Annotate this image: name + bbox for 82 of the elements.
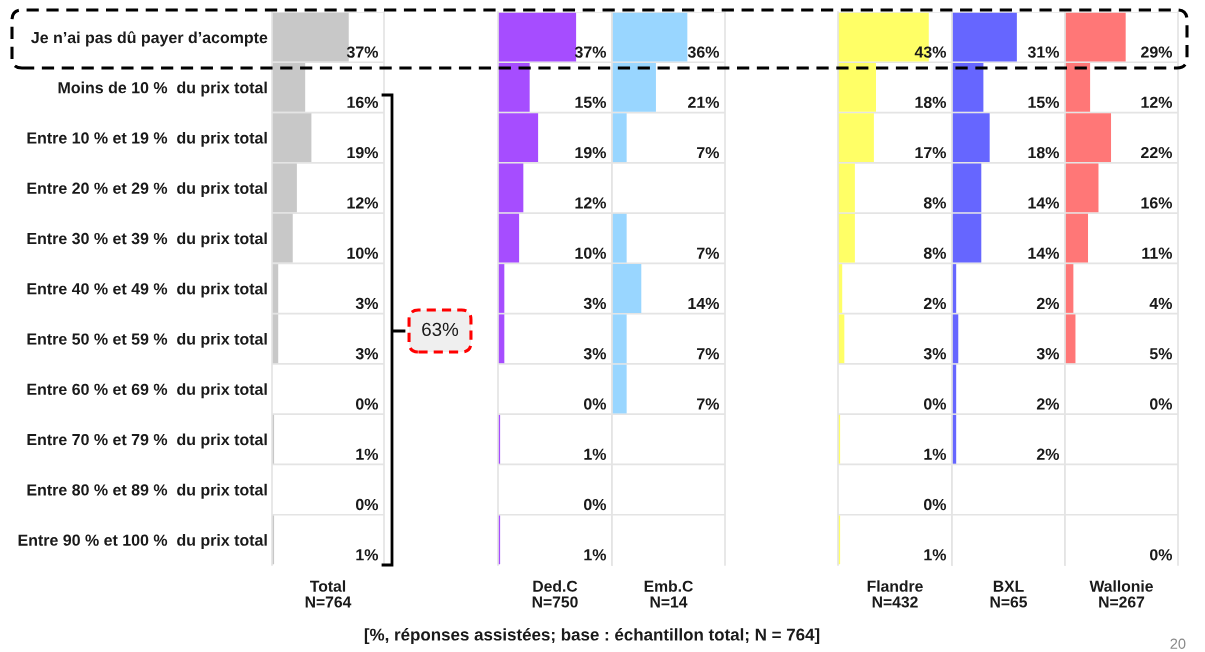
- text: [%, réponses assistées; base : échantillon total; N = 764]: [364, 628, 820, 644]
- data-label: 14%: [688, 297, 720, 310]
- data-label: 12%: [575, 197, 607, 209]
- data-label: 1%: [924, 448, 947, 460]
- data-label: 0%: [1149, 398, 1173, 410]
- data-label: 0%: [355, 398, 379, 410]
- bar: [498, 163, 524, 213]
- data-label: 0%: [1149, 549, 1173, 561]
- data-label: 7%: [697, 348, 720, 360]
- data-label: 3%: [355, 348, 379, 360]
- data-label: 0%: [583, 398, 607, 410]
- text: 20: [1170, 638, 1186, 649]
- data-label: 17%: [915, 147, 947, 159]
- data-label: 14%: [1028, 197, 1060, 209]
- text: 63%: [422, 322, 459, 337]
- data-label: 7%: [697, 247, 720, 259]
- data-label: 0%: [583, 498, 607, 511]
- data-label: 8%: [923, 247, 947, 259]
- y-tick-label: Entre 20 % et 29 % du prix total: [27, 182, 267, 198]
- data-label: 15%: [575, 96, 607, 108]
- y-tick-label: Je n’ai pas dû payer d’acompte: [31, 31, 268, 47]
- y-tick-label: Entre 60 % et 69 % du prix total: [27, 383, 267, 399]
- y-tick-label: Entre 40 % et 49 % du prix total: [27, 282, 267, 298]
- data-label: 16%: [1141, 197, 1173, 209]
- data-label: 21%: [688, 96, 720, 108]
- data-label: 2%: [923, 297, 947, 310]
- data-label: 0%: [923, 398, 947, 410]
- x-axis-title: Emb.C N=14: [644, 580, 693, 608]
- data-label: 2%: [1036, 297, 1060, 310]
- bar: [1065, 163, 1099, 213]
- y-tick-label: Entre 70 % et 79 % du prix total: [27, 433, 267, 449]
- x-axis-title: Total N=764: [305, 580, 352, 608]
- data-label: 16%: [347, 96, 379, 108]
- y-tick-label: Moins de 10 % du prix total: [58, 81, 267, 97]
- data-label: 1%: [584, 448, 607, 460]
- data-label: 12%: [347, 197, 379, 209]
- data-label: 3%: [583, 297, 607, 310]
- bar: [952, 163, 982, 213]
- y-tick-label: Entre 10 % et 19 % du prix total: [27, 131, 267, 147]
- data-label: 3%: [923, 348, 947, 360]
- data-label: 1%: [356, 448, 379, 460]
- bar: [612, 364, 627, 414]
- data-label: 3%: [1036, 348, 1060, 360]
- y-tick-label: Entre 50 % et 59 % du prix total: [27, 332, 267, 348]
- data-label: 31%: [1027, 46, 1060, 58]
- data-label: 7%: [697, 398, 720, 410]
- data-label: 19%: [575, 146, 607, 159]
- data-label: 18%: [915, 96, 947, 108]
- data-label: 11%: [1142, 247, 1173, 259]
- data-label: 2%: [1036, 448, 1060, 460]
- data-label: 0%: [355, 498, 379, 511]
- data-label: 18%: [1028, 146, 1060, 159]
- data-label: 7%: [697, 147, 720, 159]
- data-label: 1%: [924, 549, 947, 561]
- data-label: 1%: [356, 549, 379, 561]
- data-label: 10%: [347, 247, 379, 259]
- data-label: 22%: [1141, 146, 1173, 159]
- x-axis-title: Wallonie N=267: [1089, 580, 1153, 608]
- bar: [272, 163, 297, 213]
- data-label: 15%: [1028, 96, 1060, 108]
- data-label: 19%: [347, 146, 379, 159]
- data-label: 3%: [583, 348, 607, 360]
- data-label: 0%: [923, 498, 947, 511]
- data-label: 14%: [1028, 247, 1060, 259]
- data-label: 1%: [584, 549, 607, 561]
- x-axis-title: Ded.C N=750: [532, 580, 578, 608]
- data-label: 2%: [1036, 398, 1060, 410]
- y-tick-label: Entre 90 % et 100 % du prix total: [18, 534, 267, 549]
- data-label: 37%: [346, 46, 379, 58]
- data-label: 8%: [923, 197, 947, 209]
- y-tick-label: Entre 30 % et 39 % du prix total: [27, 232, 267, 248]
- data-label: 36%: [687, 46, 720, 58]
- bar: [838, 163, 855, 213]
- y-tick-label: Entre 80 % et 89 % du prix total: [27, 483, 267, 499]
- data-label: 12%: [1141, 96, 1173, 108]
- data-label: 10%: [575, 247, 607, 259]
- data-label: 3%: [355, 297, 379, 310]
- data-label: 29%: [1141, 46, 1173, 58]
- x-axis-title: BXL N=65: [990, 580, 1028, 608]
- data-label: 4%: [1149, 297, 1173, 310]
- x-axis-title: Flandre N=432: [867, 580, 923, 608]
- data-label: 5%: [1149, 348, 1173, 360]
